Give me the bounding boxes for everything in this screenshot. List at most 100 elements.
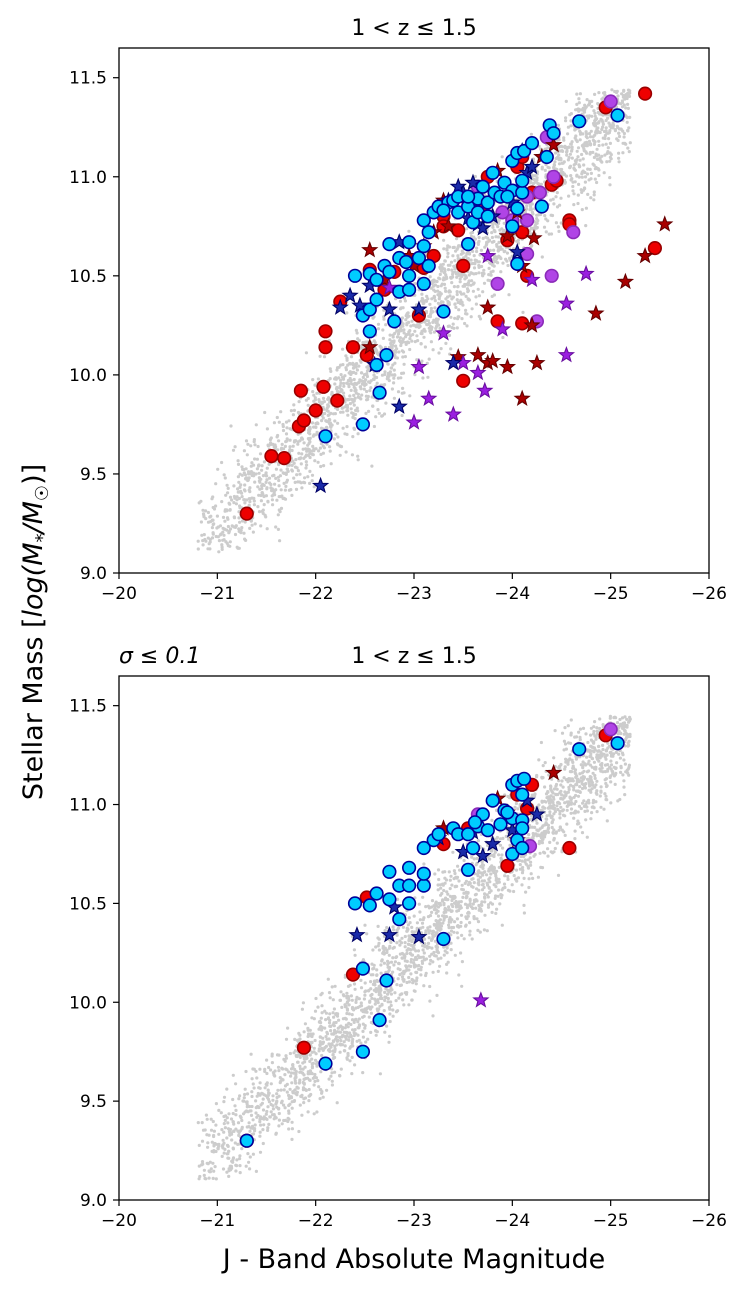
background-point xyxy=(345,403,349,407)
background-point xyxy=(593,114,597,118)
background-point xyxy=(481,236,485,240)
background-point xyxy=(577,175,581,179)
background-point xyxy=(580,831,585,835)
background-point xyxy=(206,547,210,551)
background-point xyxy=(587,103,591,107)
background-point xyxy=(622,732,626,736)
circle-marker xyxy=(369,292,384,307)
background-point xyxy=(240,495,244,499)
background-point xyxy=(433,939,437,943)
background-point xyxy=(495,907,499,911)
background-point xyxy=(478,875,482,879)
background-point xyxy=(396,897,400,902)
background-point xyxy=(401,324,405,328)
background-point xyxy=(310,421,315,425)
background-point xyxy=(582,775,586,779)
background-point xyxy=(392,396,396,400)
background-point xyxy=(240,1118,244,1123)
background-point xyxy=(455,290,459,294)
background-point xyxy=(449,948,453,952)
background-point xyxy=(592,139,596,143)
background-point xyxy=(339,381,343,385)
background-point xyxy=(439,284,443,288)
background-point xyxy=(384,970,388,975)
star-marker xyxy=(469,346,487,363)
background-point xyxy=(565,808,569,812)
background-point xyxy=(206,510,210,515)
background-point xyxy=(403,959,407,963)
background-point xyxy=(589,752,593,756)
circle-marker xyxy=(490,276,505,291)
background-point xyxy=(272,473,276,477)
background-point xyxy=(389,1000,393,1004)
circle-marker xyxy=(566,225,581,240)
background-point xyxy=(314,1052,318,1056)
background-point xyxy=(237,496,241,501)
background-point xyxy=(494,235,498,239)
background-point xyxy=(298,1103,302,1107)
background-point xyxy=(423,945,427,949)
background-point xyxy=(283,444,287,448)
background-point xyxy=(500,227,504,231)
background-point xyxy=(246,442,250,446)
background-point xyxy=(477,235,481,240)
background-point xyxy=(386,965,390,969)
background-point xyxy=(283,1073,287,1077)
star-marker xyxy=(390,397,408,414)
background-point xyxy=(238,485,242,489)
background-point xyxy=(381,328,385,332)
background-point xyxy=(436,914,441,918)
background-point xyxy=(493,255,497,259)
background-point xyxy=(288,427,292,431)
background-point xyxy=(298,1037,302,1041)
circle-marker xyxy=(416,239,431,254)
background-point xyxy=(626,129,630,133)
background-point xyxy=(208,1160,212,1164)
background-point xyxy=(431,970,435,974)
background-point xyxy=(308,432,312,436)
background-point xyxy=(300,1113,304,1117)
background-point xyxy=(384,323,388,327)
background-point xyxy=(311,378,315,382)
background-point xyxy=(348,983,352,987)
background-point xyxy=(257,463,261,467)
background-point xyxy=(552,828,556,832)
background-point xyxy=(562,136,566,140)
background-point xyxy=(352,403,356,407)
background-point xyxy=(314,1062,318,1066)
background-point xyxy=(486,905,491,909)
background-point xyxy=(249,444,253,448)
background-point xyxy=(473,258,477,262)
background-point xyxy=(295,1090,299,1094)
background-point xyxy=(214,504,218,508)
background-point xyxy=(461,251,465,255)
background-point xyxy=(349,1045,353,1049)
background-point xyxy=(476,920,481,924)
background-point xyxy=(585,136,589,140)
background-point xyxy=(276,527,280,532)
background-point xyxy=(485,241,489,245)
background-point xyxy=(350,453,354,457)
background-point xyxy=(208,1170,212,1174)
background-point xyxy=(559,221,563,225)
background-point xyxy=(574,793,578,798)
background-point xyxy=(342,1040,346,1044)
background-point xyxy=(349,1022,353,1027)
background-point xyxy=(233,1104,237,1108)
background-point xyxy=(592,760,597,764)
background-point xyxy=(415,970,419,975)
circle-marker xyxy=(402,235,417,250)
background-point xyxy=(557,779,561,783)
background-point xyxy=(604,142,608,146)
background-point xyxy=(281,471,285,475)
background-point xyxy=(434,326,438,330)
background-point xyxy=(228,508,232,512)
background-point xyxy=(459,900,463,904)
background-point xyxy=(506,877,510,882)
background-point xyxy=(232,515,236,519)
background-point xyxy=(619,770,623,775)
background-point xyxy=(522,903,526,908)
background-point xyxy=(438,272,442,276)
background-point xyxy=(459,920,463,925)
background-point xyxy=(608,176,612,180)
